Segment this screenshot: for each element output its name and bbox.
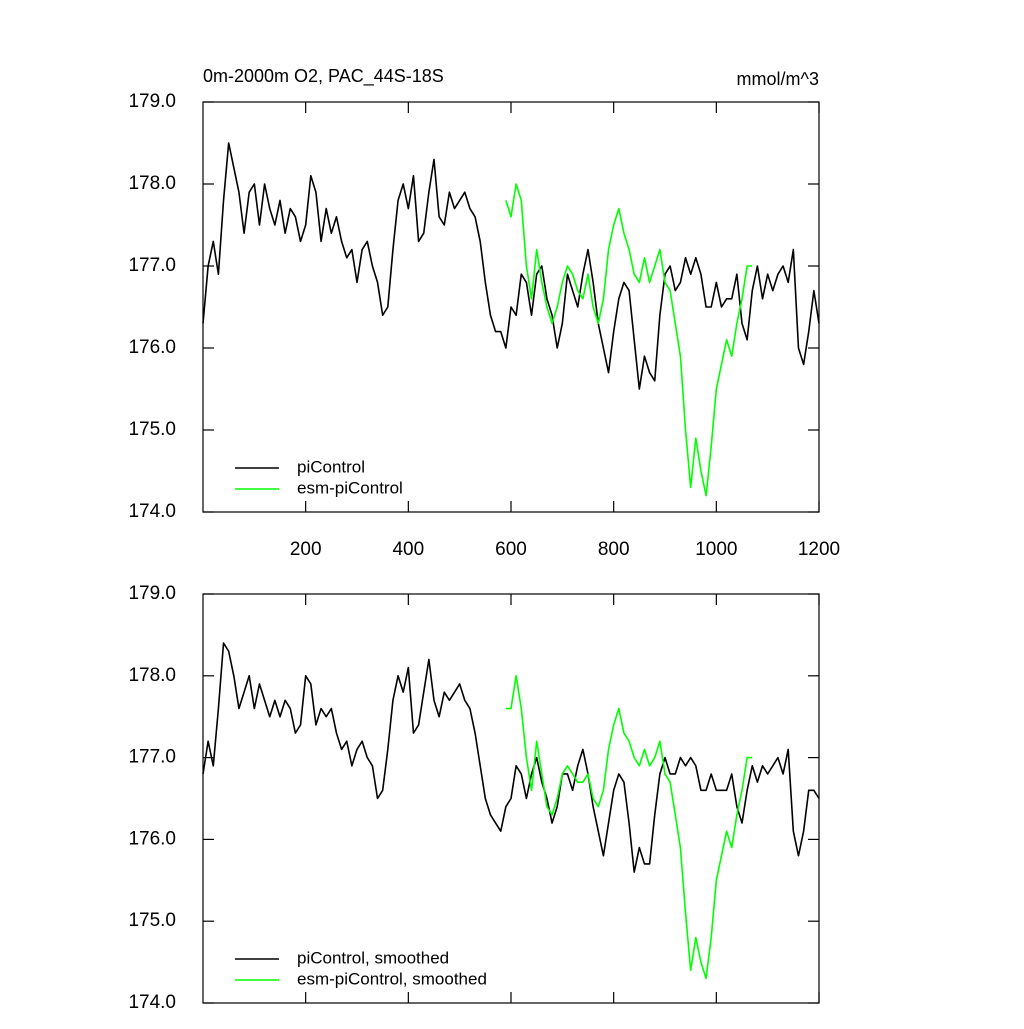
y-tick-label: 178.0 bbox=[128, 173, 176, 194]
x-tick-label: 600 bbox=[495, 539, 527, 560]
data-line bbox=[505, 183, 753, 497]
y-tick-label: 176.0 bbox=[128, 337, 176, 358]
legend-label: esm-piControl, smoothed bbox=[297, 969, 487, 988]
y-tick-label: 179.0 bbox=[128, 583, 176, 604]
data-line bbox=[202, 142, 820, 390]
chart-title: 0m-2000m O2, PAC_44S-18S bbox=[203, 66, 444, 87]
y-tick-label: 175.0 bbox=[128, 419, 176, 440]
x-tick-label: 200 bbox=[290, 539, 322, 560]
y-tick-label: 178.0 bbox=[128, 665, 176, 686]
x-tick-label: 1200 bbox=[798, 539, 840, 560]
data-line bbox=[505, 675, 753, 980]
legend-label: esm-piControl bbox=[297, 478, 403, 497]
y-tick-label: 177.0 bbox=[128, 747, 176, 768]
y-tick-label: 174.0 bbox=[128, 992, 176, 1013]
y-tick-label: 176.0 bbox=[128, 828, 176, 849]
y-tick-label: 177.0 bbox=[128, 255, 176, 276]
y-tick-label: 175.0 bbox=[128, 910, 176, 931]
legend-label: piControl, smoothed bbox=[297, 948, 449, 967]
x-tick-label: 400 bbox=[392, 539, 424, 560]
legend-label: piControl bbox=[297, 457, 365, 476]
y-tick-label: 179.0 bbox=[128, 91, 176, 112]
units-label: mmol/m^3 bbox=[737, 69, 819, 89]
y-tick-label: 174.0 bbox=[128, 501, 176, 522]
data-line bbox=[202, 642, 820, 873]
x-tick-label: 800 bbox=[598, 539, 630, 560]
x-tick-label: 1000 bbox=[695, 539, 737, 560]
